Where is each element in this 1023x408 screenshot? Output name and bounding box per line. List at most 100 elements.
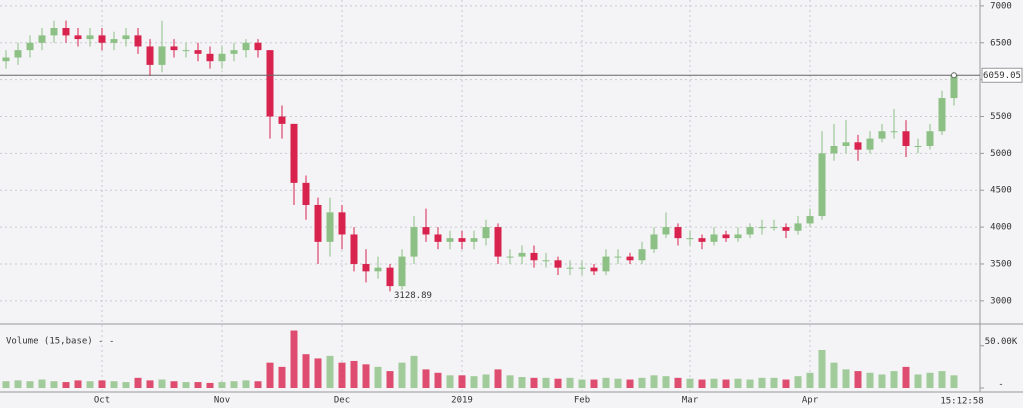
x-tick-label: 2019 [451, 396, 473, 406]
volume-bar [194, 382, 202, 388]
y-tick-label: 3500 [990, 259, 1012, 269]
volume-bar [770, 377, 778, 388]
volume-bar [830, 362, 838, 388]
volume-bar [158, 379, 166, 388]
candle-body [722, 234, 730, 239]
volume-bar [74, 380, 82, 388]
x-tick-label: Mar [682, 396, 699, 406]
candle-body [662, 227, 670, 235]
volume-bar [566, 377, 574, 388]
candle-body [842, 142, 850, 146]
candle-body [590, 267, 598, 272]
volume-bar [458, 375, 466, 388]
volume-bar [782, 379, 790, 388]
candle-body [794, 223, 802, 231]
candle-body [206, 53, 214, 62]
candle-body [350, 234, 358, 264]
volume-bar [854, 371, 862, 388]
candle-body [134, 35, 142, 47]
candle-body [62, 28, 70, 36]
volume-bar [302, 354, 310, 388]
volume-bar [62, 382, 70, 388]
candle-body [626, 256, 634, 261]
x-tick-label: Apr [802, 396, 819, 406]
volume-bar [638, 377, 646, 388]
candle-body [278, 116, 286, 124]
volume-bar [278, 366, 286, 388]
volume-bar [422, 369, 430, 388]
candle-body [938, 98, 946, 132]
candle-body [494, 227, 502, 257]
volume-bar [434, 372, 442, 388]
candle-body [410, 227, 418, 257]
volume-tick-label: - [998, 380, 1003, 390]
candle-body [926, 131, 934, 146]
volume-bar [494, 369, 502, 388]
candle-body [554, 260, 562, 268]
candle-body [902, 131, 910, 146]
candle-body [542, 260, 550, 262]
volume-bar [950, 375, 958, 388]
volume-bar [926, 372, 934, 388]
candle-body [686, 238, 694, 240]
volume-bar [338, 362, 346, 388]
volume-bar [386, 371, 394, 388]
candle-body [26, 42, 34, 51]
volume-bar [842, 369, 850, 388]
candle-body [818, 153, 826, 217]
volume-bar [806, 372, 814, 388]
volume-bar [602, 377, 610, 388]
volume-bar [758, 377, 766, 388]
volume-bar [398, 362, 406, 388]
candle-body [698, 238, 706, 242]
volume-bar [662, 376, 670, 388]
volume-bar [38, 379, 46, 388]
candle-body [566, 267, 574, 269]
candle-body [230, 50, 238, 54]
volume-bar [686, 378, 694, 388]
volume-bar [482, 374, 490, 388]
candle-body [290, 123, 298, 183]
candle-body [806, 216, 814, 224]
y-tick-label: 7000 [990, 1, 1012, 11]
candle-body [218, 53, 226, 62]
candle-body [638, 249, 646, 261]
candle-body [674, 227, 682, 239]
candle-body [50, 28, 58, 36]
candle-body [650, 234, 658, 250]
volume-bar [410, 355, 418, 388]
volume-bar [626, 379, 634, 388]
candle-body [710, 234, 718, 242]
candle-body [470, 238, 478, 242]
volume-bar [86, 381, 94, 388]
volume-bar [362, 364, 370, 388]
volume-bar [110, 381, 118, 388]
y-tick-label: 6500 [990, 38, 1012, 48]
candle-body [530, 252, 538, 261]
volume-bar [902, 366, 910, 388]
candle-body [746, 227, 754, 235]
volume-bar [326, 355, 334, 388]
candle-body [422, 227, 430, 235]
candle-body [326, 212, 334, 242]
volume-bar [518, 377, 526, 388]
candle-body [458, 238, 466, 242]
candle-body [578, 267, 586, 269]
candle-body [146, 46, 154, 65]
candle-body [302, 182, 310, 205]
y-tick-label: 5500 [990, 112, 1012, 122]
volume-bar [866, 372, 874, 388]
candle-body [170, 46, 178, 51]
volume-bar [470, 376, 478, 388]
candle-body [854, 142, 862, 150]
volume-bar [266, 362, 274, 388]
volume-bar [674, 377, 682, 388]
volume-bar [206, 382, 214, 388]
candle-body [122, 35, 130, 40]
volume-bar [746, 379, 754, 388]
x-tick-label: Nov [214, 396, 230, 406]
candle-body [434, 234, 442, 242]
candle-body [866, 138, 874, 150]
candle-body [86, 35, 94, 40]
